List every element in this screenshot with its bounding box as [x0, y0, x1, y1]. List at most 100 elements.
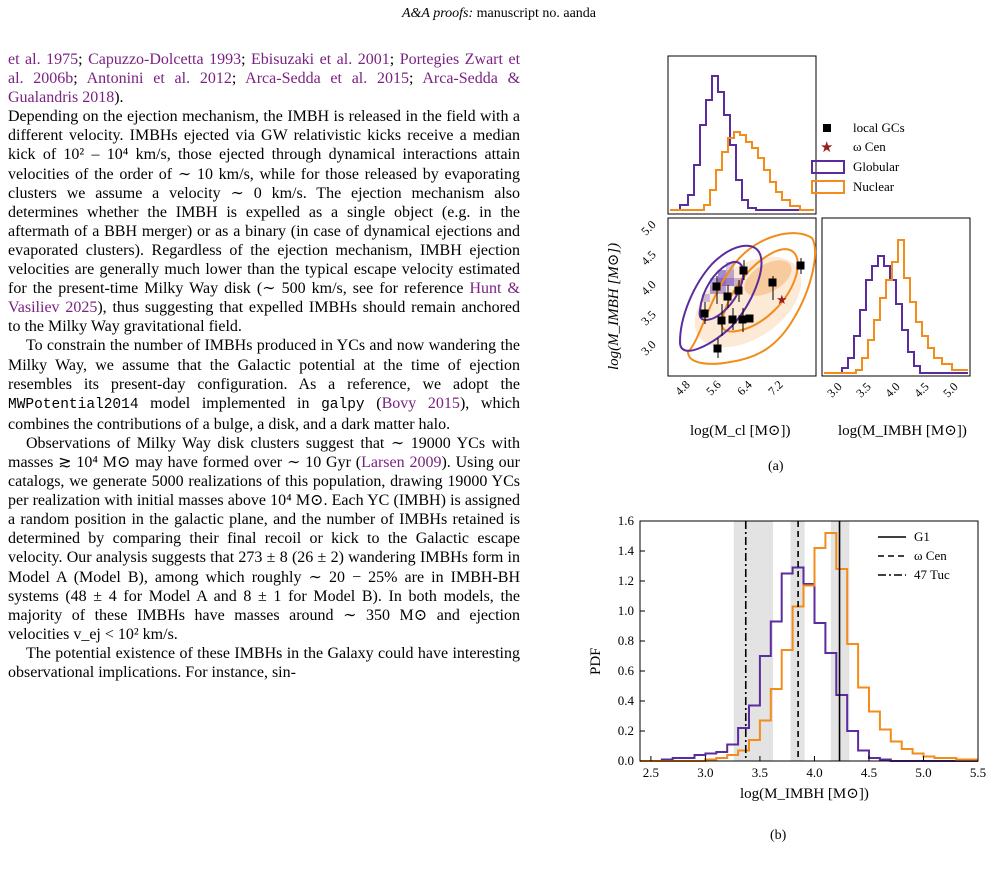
figure-b-pdf-chart: 2.5 3.0 3.5 4.0 4.5 5.0 5.5 0.0 0.2 0.4 0.6 0.8 1.0 1… [588, 513, 986, 843]
joint-ylabel: log(M_IMBH [M⊙]) [606, 243, 622, 370]
nuclear-contour-outer [686, 232, 817, 365]
text-run: ; [389, 51, 400, 68]
paragraph-observations: Observations of Milky Way disk clusters … [8, 434, 520, 644]
citation-link[interactable]: Arca-Sedda & Gualandris 2018 [8, 70, 521, 107]
legend-label: G1 [914, 529, 930, 544]
marg-xtick: 4.0 [882, 380, 903, 401]
joint-ytick: 3.5 [638, 308, 659, 329]
citation-link[interactable]: Larsen 2009 [361, 453, 442, 471]
y-tick-label: 1.0 [618, 603, 634, 618]
legend-omega-cen: ω Cen [853, 139, 886, 154]
citation-link[interactable]: et al. 1975 [8, 51, 79, 68]
local-gcs-marker [823, 124, 831, 132]
paragraph-potential: To constrain the number of IMBHs produce… [8, 336, 520, 433]
paragraph-ejection: Depending on the ejection mechanism, the… [8, 107, 520, 336]
x-tick-label: 5.5 [970, 765, 986, 780]
local-gc-points [700, 258, 805, 358]
text-run: ). [114, 89, 124, 107]
joint-xtick: 7.2 [765, 378, 786, 399]
globular-swatch [811, 160, 845, 174]
citation-link[interactable]: Portegies Zwart et al. 2006b [8, 51, 521, 88]
paragraph-refs: et al. 1975; Capuzzo-Dolcetta 1993; Ebis… [8, 50, 520, 107]
text-run: ; [78, 51, 89, 68]
x-tick-label: 4.5 [861, 765, 877, 780]
marg-xtick: 3.5 [853, 380, 874, 401]
y-tick-label: 0.2 [618, 723, 634, 738]
marg-xtick: 5.0 [940, 380, 961, 401]
y-tick-label: 1.6 [618, 513, 635, 528]
nuclear-marginal-right [824, 239, 968, 374]
y-tick-label: 1.4 [618, 543, 635, 558]
nuclear-swatch [811, 180, 845, 194]
joint-x-ticks: 4.8 5.6 6.4 7.2 [672, 378, 786, 399]
figure-b-caption: (b) [770, 828, 787, 843]
figure-a-caption: (a) [768, 459, 784, 474]
text-run: ; [231, 70, 246, 88]
text-run: ; [409, 70, 423, 88]
series-line-nuclear [640, 532, 978, 762]
text-run: The potential existence of these IMBHs i… [8, 644, 520, 681]
manuscript-label: manuscript no. aanda [473, 6, 597, 21]
running-header: A&A proofs: manuscript no. aanda [0, 6, 998, 22]
joint-xtick: 4.8 [672, 378, 693, 399]
globular-marginal-top [670, 75, 814, 211]
text-run: ; [73, 70, 87, 88]
legend-nuclear: Nuclear [853, 179, 895, 194]
code-text: MWPotential2014 [8, 396, 139, 413]
marginal-right-panel [821, 217, 971, 377]
citation-link[interactable]: Bovy 2015 [381, 394, 460, 412]
figure-a-corner-plot: local GCs ★ ω Cen Globular Nuclear [606, 55, 971, 474]
y-tick-label: 0.6 [618, 663, 635, 678]
legend-globular: Globular [853, 159, 900, 174]
joint-ytick: 4.5 [638, 248, 659, 269]
joint-xtick: 6.4 [734, 378, 755, 399]
globular-contour-outer [678, 244, 763, 352]
legend-local-gcs: local GCs [853, 120, 905, 135]
x-tick-label: 2.5 [643, 765, 659, 780]
uncertainty-band [733, 521, 774, 761]
pdf-ylabel: PDF [588, 647, 604, 675]
omega-cen-point: ★ [776, 292, 788, 307]
joint-panel: ★ [667, 217, 817, 377]
marg-xtick: 4.5 [911, 380, 932, 401]
joint-xtick: 5.6 [703, 378, 724, 399]
text-run: ; [241, 51, 252, 68]
globular-marginal-right [824, 255, 968, 374]
series-line-globular [640, 566, 978, 762]
omega-cen-star-icon: ★ [820, 140, 833, 156]
citation-link[interactable]: Capuzzo-Dolcetta 1993 [88, 51, 242, 68]
marginal-top-panel [667, 55, 817, 215]
journal-name: A&A proofs: [401, 6, 474, 21]
text-run: To constrain the number of IMBHs produce… [8, 337, 520, 393]
legend-label: 47 Tuc [914, 567, 950, 582]
nuclear-marginal-top [670, 131, 814, 211]
text-run: Depending on the ejection mechanism, the… [8, 108, 520, 298]
citation-link[interactable]: Arca-Sedda et al. 2015 [245, 70, 410, 88]
text-run: ), which combines the contributions of a… [8, 394, 521, 433]
x-tick-label: 3.0 [697, 765, 713, 780]
pdf-xlabel: log(M_IMBH [M⊙]) [740, 786, 869, 802]
pdf-plot-area: 2.5 3.0 3.5 4.0 4.5 5.0 5.5 0.0 0.2 0.4 0.6 0.8 1.0 1… [618, 513, 986, 780]
paragraph-implications: The potential existence of these IMBHs i… [8, 644, 520, 682]
joint-ytick: 5.0 [638, 218, 659, 239]
citation-link[interactable]: Hunt & Vasiliev 2025 [8, 280, 520, 317]
text-run: Observations of Milky Way disk clusters … [8, 434, 520, 471]
citation-link[interactable]: Ebisuzaki et al. 2001 [251, 51, 390, 68]
x-tick-label: 4.0 [806, 765, 822, 780]
code-text: galpy [321, 396, 365, 413]
joint-ytick: 3.0 [638, 338, 659, 359]
legend-label: ω Cen [914, 548, 947, 563]
marginal-xlabel: log(M_IMBH [M⊙]) [838, 423, 967, 439]
joint-ytick: 4.0 [638, 278, 659, 299]
text-run: ). Using our catalogs, we generate 5000 … [8, 453, 521, 643]
x-tick-label: 5.0 [915, 765, 931, 780]
marg-x-ticks: 3.0 3.5 4.0 4.5 5.0 [824, 380, 961, 401]
citation-link[interactable]: Antonini et al. 2012 [86, 70, 232, 88]
body-text: et al. 1975; Capuzzo-Dolcetta 1993; Ebis… [8, 50, 520, 682]
x-tick-label: 3.5 [752, 765, 768, 780]
joint-xlabel: log(M_cl [M⊙]) [690, 423, 790, 439]
y-tick-label: 0.8 [618, 633, 634, 648]
text-run: model implemented in [138, 394, 322, 412]
joint-y-ticks: 3.0 3.5 4.0 4.5 5.0 [638, 218, 659, 359]
globular-contour-inner [698, 261, 745, 321]
